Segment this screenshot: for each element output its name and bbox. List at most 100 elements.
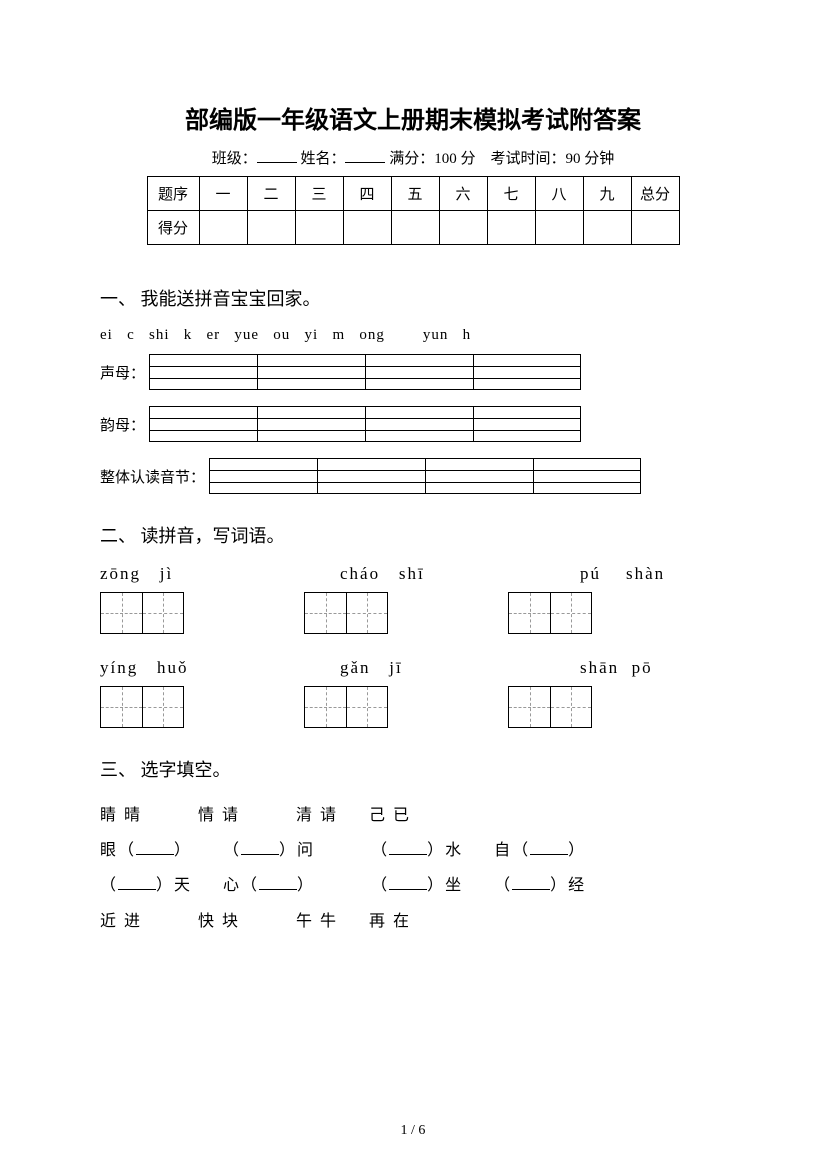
table-row: 题序 一 二 三 四 五 六 七 八 九 总分 xyxy=(147,177,679,211)
page-number: 1 / 6 xyxy=(0,1123,826,1139)
score-table: 题序 一 二 三 四 五 六 七 八 九 总分 得分 xyxy=(147,176,680,245)
four-line-cell[interactable] xyxy=(533,458,641,494)
table-row: 得分 xyxy=(147,211,679,245)
fill-blank[interactable] xyxy=(118,874,156,890)
score-cell[interactable] xyxy=(343,211,391,245)
zhengti-row: 整体认读音节： xyxy=(100,458,726,494)
section2-heading: 二、 读拼音，写词语。 xyxy=(100,522,726,548)
fill-text: 眼（ xyxy=(100,842,136,859)
pinyin-word: pú shàn xyxy=(580,564,700,584)
fill-blank[interactable] xyxy=(530,839,568,855)
fill-text: ）问 xyxy=(279,842,315,859)
fill-text: ）经 xyxy=(550,877,586,894)
score-cell[interactable] xyxy=(295,211,343,245)
fill-text: ） xyxy=(174,842,192,859)
col-header: 六 xyxy=(439,177,487,211)
score-cell[interactable] xyxy=(391,211,439,245)
col-header: 四 xyxy=(343,177,391,211)
fullscore-label: 满分： xyxy=(389,151,434,167)
col-header: 五 xyxy=(391,177,439,211)
shengmu-label: 声母： xyxy=(100,362,145,383)
tian-cell[interactable] xyxy=(508,686,550,728)
four-line-grid xyxy=(209,458,641,494)
tian-pair xyxy=(508,686,592,728)
col-header: 九 xyxy=(583,177,631,211)
four-line-cell[interactable] xyxy=(365,406,473,442)
four-line-cell[interactable] xyxy=(425,458,533,494)
tian-pair xyxy=(100,592,184,634)
four-line-cell[interactable] xyxy=(365,354,473,390)
col-header: 八 xyxy=(535,177,583,211)
fill-text: （ xyxy=(371,877,389,894)
page-title: 部编版一年级语文上册期末模拟考试附答案 xyxy=(100,100,726,135)
tian-pair xyxy=(100,686,184,728)
tian-pair xyxy=(304,592,388,634)
fill-text: ）天 xyxy=(156,877,192,894)
meta-line: 班级： 姓名： 满分：100 分 考试时间：90 分钟 xyxy=(100,147,726,168)
tian-cell[interactable] xyxy=(346,686,388,728)
name-blank[interactable] xyxy=(345,147,385,163)
fill-blank[interactable] xyxy=(259,874,297,890)
fill-blank[interactable] xyxy=(389,839,427,855)
row2-label: 得分 xyxy=(147,211,199,245)
four-line-grid xyxy=(149,406,581,442)
four-line-cell[interactable] xyxy=(149,354,257,390)
four-line-cell[interactable] xyxy=(257,406,365,442)
class-label: 班级： xyxy=(212,151,257,167)
four-line-cell[interactable] xyxy=(149,406,257,442)
fill-blank[interactable] xyxy=(512,874,550,890)
pinyin-word: shān pō xyxy=(580,658,700,678)
choice-group: 睛 晴 xyxy=(100,807,142,824)
fill-text: 心（ xyxy=(223,877,259,894)
score-cell[interactable] xyxy=(535,211,583,245)
fill-line: 眼（） （）问 （）水 自（） xyxy=(100,833,726,868)
tian-row xyxy=(100,686,726,728)
fill-text: 自（ xyxy=(494,842,530,859)
four-line-cell[interactable] xyxy=(257,354,365,390)
pinyin-word: zōng jì xyxy=(100,564,220,584)
section1-heading: 一、 我能送拼音宝宝回家。 xyxy=(100,285,726,311)
choice-group: 情 请 xyxy=(198,807,240,824)
fill-text: （ xyxy=(494,877,512,894)
four-line-cell[interactable] xyxy=(317,458,425,494)
tian-cell[interactable] xyxy=(142,592,184,634)
tian-cell[interactable] xyxy=(508,592,550,634)
fill-text: （ xyxy=(371,842,389,859)
tian-cell[interactable] xyxy=(346,592,388,634)
four-line-cell[interactable] xyxy=(209,458,317,494)
fill-blank[interactable] xyxy=(389,874,427,890)
tian-cell[interactable] xyxy=(100,686,142,728)
score-cell[interactable] xyxy=(583,211,631,245)
tian-cell[interactable] xyxy=(304,686,346,728)
choice-group: 再 在 xyxy=(369,913,411,930)
tian-row xyxy=(100,592,726,634)
col-header: 总分 xyxy=(631,177,679,211)
fill-text: ）坐 xyxy=(427,877,463,894)
tian-pair xyxy=(304,686,388,728)
class-blank[interactable] xyxy=(257,147,297,163)
fill-blank[interactable] xyxy=(241,839,279,855)
tian-cell[interactable] xyxy=(100,592,142,634)
fill-blank[interactable] xyxy=(136,839,174,855)
tian-cell[interactable] xyxy=(304,592,346,634)
score-cell[interactable] xyxy=(439,211,487,245)
pinyin-word: cháo shī xyxy=(340,564,460,584)
tian-cell[interactable] xyxy=(550,592,592,634)
choice-line: 近 进 快 块 午 牛 再 在 xyxy=(100,904,726,939)
yunmu-row: 韵母： xyxy=(100,406,726,442)
tian-cell[interactable] xyxy=(142,686,184,728)
pinyin-list: ei c shi k er yue ou yi m ong yun h xyxy=(100,327,726,344)
four-line-grid xyxy=(149,354,581,390)
section3-heading: 三、 选字填空。 xyxy=(100,756,726,782)
four-line-cell[interactable] xyxy=(473,354,581,390)
col-header: 三 xyxy=(295,177,343,211)
score-cell[interactable] xyxy=(631,211,679,245)
score-cell[interactable] xyxy=(199,211,247,245)
tian-pair xyxy=(508,592,592,634)
shengmu-row: 声母： xyxy=(100,354,726,390)
tian-cell[interactable] xyxy=(550,686,592,728)
four-line-cell[interactable] xyxy=(473,406,581,442)
col-header: 七 xyxy=(487,177,535,211)
score-cell[interactable] xyxy=(247,211,295,245)
score-cell[interactable] xyxy=(487,211,535,245)
